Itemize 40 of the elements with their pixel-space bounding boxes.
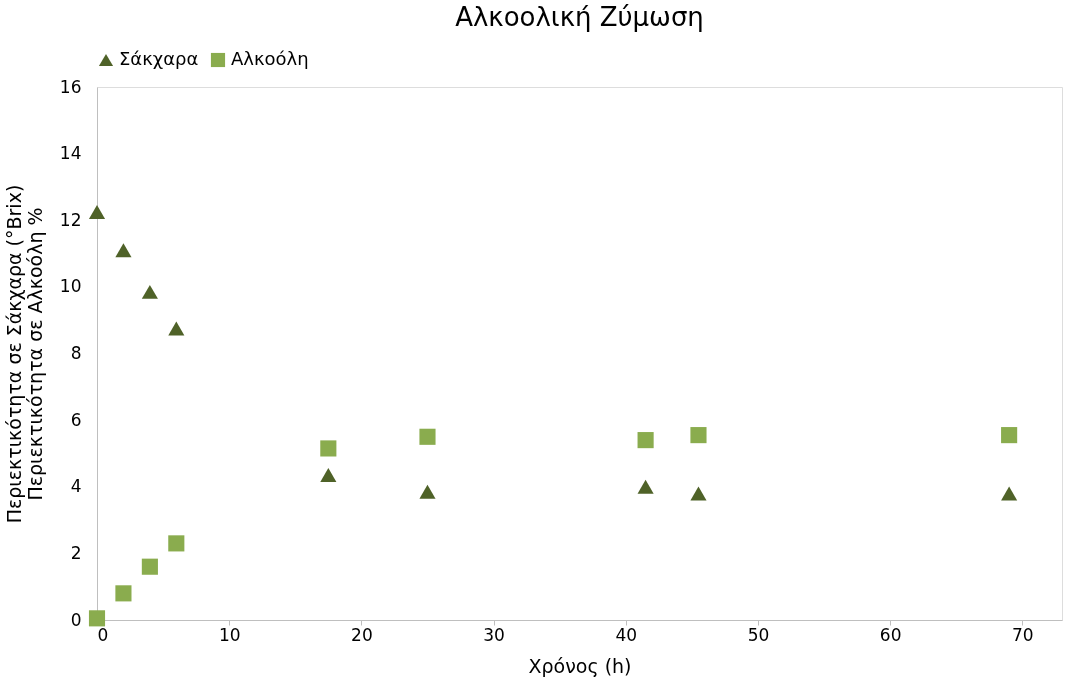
point (637, 479, 654, 494)
point (1001, 427, 1018, 444)
y-tick-label: 12 (59, 209, 82, 230)
x-tick-label: 50 (747, 624, 770, 645)
point (88, 204, 106, 219)
point (168, 535, 185, 552)
point (320, 440, 337, 457)
point (690, 427, 707, 444)
x-axis-title: Χρόνος (h) (528, 654, 632, 677)
x-tick-label: 40 (615, 624, 638, 645)
point (141, 558, 158, 575)
x-tick-label: 20 (351, 624, 373, 645)
y-axis-title: Περιεκτικότητα σε Σάκχαρα (°Brix) Περιεκτικότητα σε Αλκοόλη % (2, 184, 46, 524)
legend-label: Αλκοόλη (231, 48, 309, 69)
legend-label: Σάκχαρα (119, 48, 199, 69)
point (141, 284, 158, 299)
x-tick-label: 10 (218, 624, 241, 645)
y-tick-label: 0 (70, 609, 82, 630)
y-tick-label: 16 (59, 76, 82, 97)
x-tick-label: 0 (97, 624, 109, 645)
point (168, 321, 185, 336)
x-tick-label: 70 (1012, 624, 1034, 645)
point (1001, 486, 1018, 501)
point (419, 428, 436, 445)
x-tick-label: 30 (483, 624, 505, 645)
point (419, 484, 436, 499)
y-tick-label: 6 (70, 409, 82, 430)
x-tick-label: 60 (879, 624, 902, 645)
y-tick-label: 14 (59, 143, 82, 164)
y-tick-label: 8 (70, 343, 82, 363)
point (88, 610, 106, 627)
point (690, 486, 707, 501)
y-tick-label: 4 (70, 476, 82, 497)
point (320, 468, 337, 483)
y-tick-label: 10 (59, 276, 82, 297)
point (637, 432, 654, 449)
point (115, 585, 132, 602)
chart-title: Αλκοολική Ζύμωση (455, 2, 704, 32)
y-tick-label: 2 (70, 542, 82, 563)
point (115, 243, 132, 258)
